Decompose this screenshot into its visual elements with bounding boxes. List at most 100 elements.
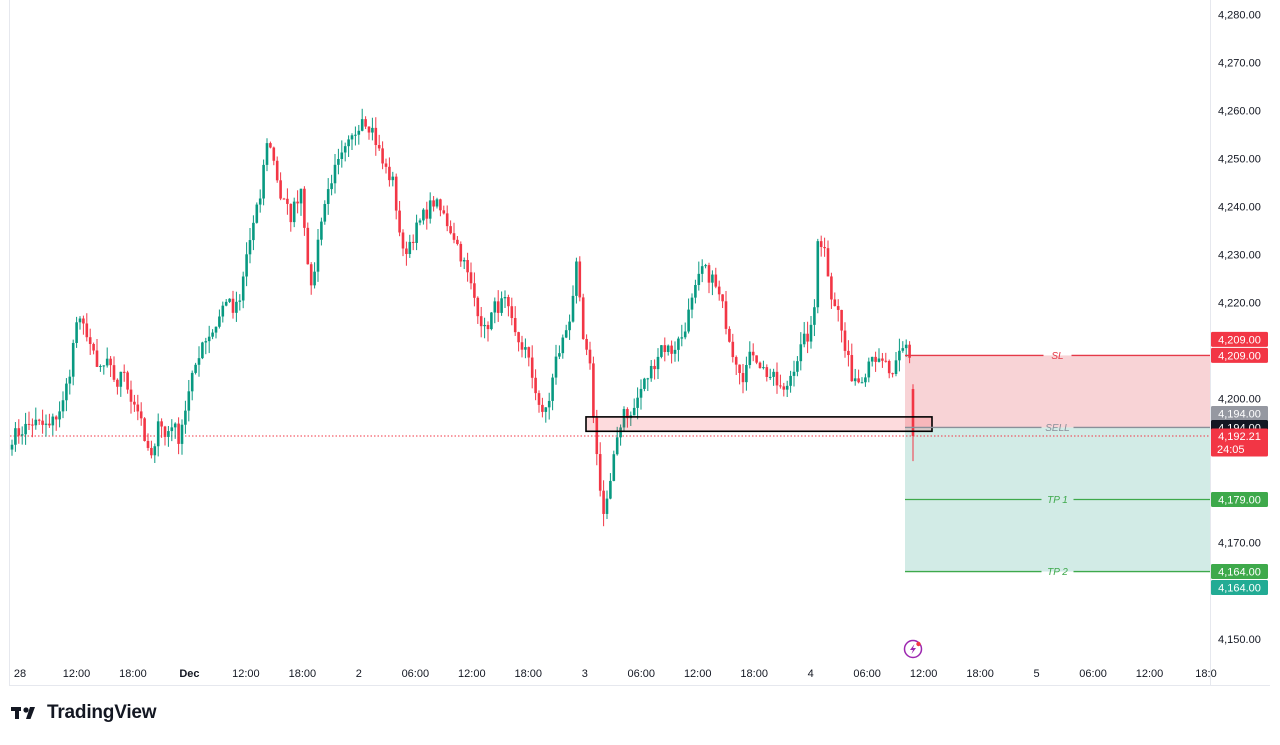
candle-body <box>245 254 248 277</box>
candle-body <box>354 134 357 136</box>
candle-body <box>228 298 231 302</box>
y-tick-label: 4,250.00 <box>1218 153 1261 165</box>
candle-body <box>544 407 548 412</box>
candle-body <box>51 416 55 426</box>
sl-price-tag-a-bg <box>1211 331 1268 347</box>
candle-body <box>54 416 58 420</box>
candle-body <box>156 421 160 447</box>
candle-body <box>796 361 799 372</box>
candle-body <box>592 363 595 418</box>
candle-body <box>765 367 769 377</box>
candle-body <box>802 333 806 345</box>
candle-body <box>768 376 772 378</box>
candle-body <box>326 189 330 204</box>
candle-body <box>605 498 609 514</box>
tp1-price-tag: 4,179.00 <box>1218 495 1261 507</box>
candle-body <box>133 401 136 405</box>
candle-body <box>853 378 857 382</box>
candle-body <box>75 322 78 343</box>
x-tick-label: 12:00 <box>684 668 712 680</box>
candle-body <box>218 316 221 327</box>
tp2-price-tag-a: 4,164.00 <box>1218 567 1261 579</box>
candle-body <box>184 410 187 425</box>
candle-body <box>61 400 65 412</box>
candle-body <box>350 135 354 140</box>
candle-body <box>272 147 276 161</box>
candle-body <box>789 375 792 386</box>
support-zone-box[interactable] <box>585 416 933 433</box>
candle-body <box>819 241 823 248</box>
candle-body <box>704 265 707 267</box>
candle-body <box>425 209 429 219</box>
brand-name: TradingView <box>47 702 157 723</box>
candle-body <box>122 371 126 373</box>
x-tick-label: 18:00 <box>515 668 543 680</box>
candle-body <box>870 356 874 362</box>
y-tick-label: 4,150.00 <box>1218 634 1261 646</box>
candle-body <box>717 286 721 295</box>
candle-body <box>388 166 391 181</box>
x-tick-label: 06:00 <box>402 668 430 680</box>
candle-body <box>160 421 163 427</box>
candle-body <box>289 203 293 223</box>
candle-body <box>568 321 571 331</box>
candle-body <box>806 333 809 342</box>
candle-body <box>887 360 891 374</box>
x-tick-label: 12:00 <box>63 668 91 680</box>
candle-body <box>711 274 714 283</box>
candle-body <box>102 365 106 367</box>
candle-body <box>847 350 850 356</box>
candle-body <box>119 371 123 387</box>
candle-body <box>517 332 520 343</box>
candle-body <box>857 378 860 383</box>
candle-body <box>843 330 847 351</box>
candle-body <box>439 199 442 211</box>
current-price-tag-bg <box>1211 428 1268 457</box>
lightning-icon[interactable] <box>903 639 923 659</box>
tradingview-brand[interactable]: TradingView <box>11 701 157 725</box>
candle-body <box>20 434 24 436</box>
candle-body <box>391 176 395 181</box>
candle-body <box>840 309 843 331</box>
candle-body <box>813 307 816 325</box>
candle-body <box>904 344 908 349</box>
candle-body <box>252 222 255 241</box>
candle-body <box>347 139 350 147</box>
candle-body <box>269 143 272 148</box>
candle-body <box>299 188 303 204</box>
candle-body <box>68 376 72 384</box>
x-tick-label: 18:00 <box>119 668 147 680</box>
candle-body <box>357 130 361 135</box>
candle-body <box>445 213 449 227</box>
candle-body <box>476 297 480 317</box>
candle-body <box>898 350 901 361</box>
candle-body <box>772 371 775 377</box>
candle-body <box>136 404 140 412</box>
tp2-price-tag-b: 4,164.00 <box>1218 583 1261 595</box>
x-tick-label: 12:00 <box>458 668 486 680</box>
entry-line-label: SELL <box>1045 423 1069 434</box>
candle-body <box>639 388 643 398</box>
candle-body <box>241 276 245 301</box>
candle-body <box>500 298 503 313</box>
candle-body <box>469 272 473 284</box>
candle-body <box>415 222 418 243</box>
candle-body <box>456 239 459 244</box>
candle-body <box>71 342 75 377</box>
candle-body <box>17 428 21 436</box>
candle-body <box>721 294 724 302</box>
candle-body <box>816 241 820 308</box>
candle-body <box>255 204 259 223</box>
x-tick-label: 18:0 <box>1195 668 1216 680</box>
candle-body <box>564 330 568 338</box>
candle-body <box>262 164 265 199</box>
candle-body <box>31 424 34 426</box>
candle-body <box>581 297 585 339</box>
candle-body <box>48 423 51 426</box>
candle-body <box>891 373 894 375</box>
y-tick-label: 4,270.00 <box>1218 57 1261 69</box>
candle-body <box>201 342 204 359</box>
x-tick-label: 3 <box>582 668 588 680</box>
